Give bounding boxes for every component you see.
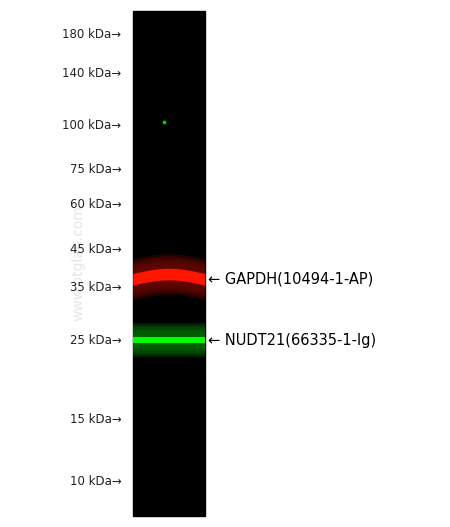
Text: 45 kDa→: 45 kDa→ — [70, 242, 122, 256]
Text: 25 kDa→: 25 kDa→ — [70, 334, 122, 347]
Text: 35 kDa→: 35 kDa→ — [70, 281, 122, 295]
Text: 10 kDa→: 10 kDa→ — [70, 475, 122, 489]
Text: 75 kDa→: 75 kDa→ — [70, 163, 122, 177]
Text: 180 kDa→: 180 kDa→ — [63, 28, 122, 41]
Text: 100 kDa→: 100 kDa→ — [63, 119, 122, 132]
Text: 140 kDa→: 140 kDa→ — [62, 67, 122, 80]
Text: 60 kDa→: 60 kDa→ — [70, 198, 122, 211]
Text: www.ptglab.com: www.ptglab.com — [72, 206, 86, 321]
Text: ← NUDT21(66335-1-Ig): ← NUDT21(66335-1-Ig) — [208, 333, 376, 347]
Text: ← GAPDH(10494-1-AP): ← GAPDH(10494-1-AP) — [208, 272, 373, 287]
Bar — [133, 11, 205, 516]
Text: 15 kDa→: 15 kDa→ — [70, 413, 122, 426]
